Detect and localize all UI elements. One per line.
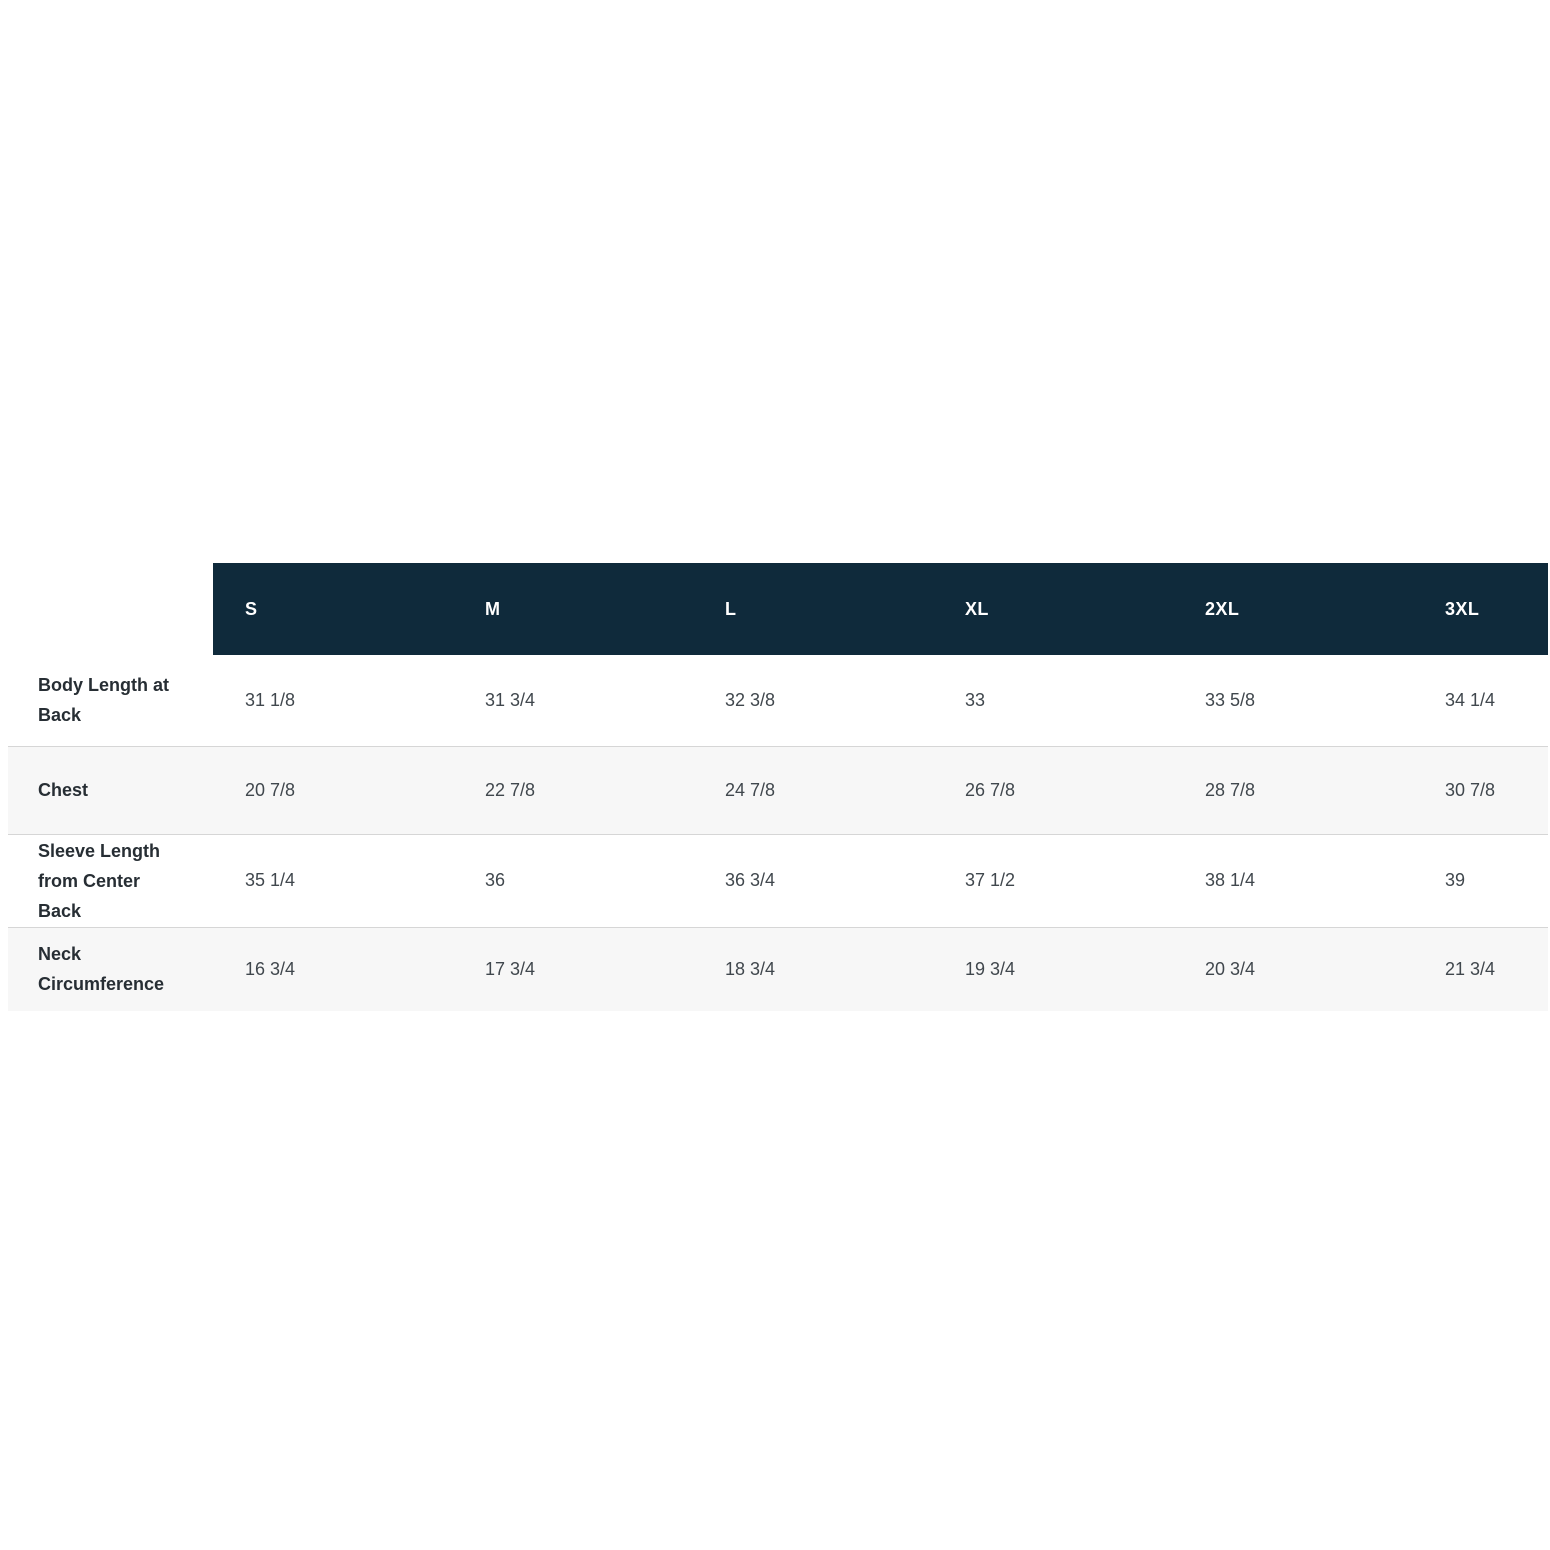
cell-sleeve-length-3xl: 39 <box>1413 833 1548 927</box>
cell-chest-xl: 26 7/8 <box>933 745 1173 834</box>
header-spacer-cell <box>8 563 213 655</box>
cell-neck-circumference-xl: 19 3/4 <box>933 926 1173 1011</box>
table-row-sleeve-length: Sleeve Length from Center Back 35 1/4 36… <box>8 833 1548 927</box>
row-label-chest: Chest <box>8 745 213 834</box>
cell-chest-m: 22 7/8 <box>453 745 693 834</box>
cell-body-length-m: 31 3/4 <box>485 689 536 710</box>
column-header-l: L <box>693 563 933 655</box>
cell-chest-l: 24 7/8 <box>693 745 933 834</box>
size-header-row: S M L XL 2XL 3XL <box>8 563 1548 655</box>
table-row-neck-circumference: Neck Circumference 16 3/4 17 3/4 18 3/4 … <box>8 926 1548 1011</box>
cell-body-length-l: 32 3/8 <box>725 689 776 710</box>
size-chart-table: S M L XL 2XL 3XL Body Length at Back 31 … <box>8 563 1548 1011</box>
column-header-m: M <box>453 563 693 655</box>
cell-sleeve-length-s: 35 1/4 <box>213 833 453 927</box>
cell-neck-circumference-3xl: 21 3/4 <box>1413 926 1548 1011</box>
column-header-s: S <box>213 563 453 655</box>
row-label-body-length: Body Length at Back <box>38 675 169 726</box>
cell-sleeve-length-m: 36 <box>453 833 693 927</box>
column-header-xl: XL <box>933 563 1173 655</box>
cell-body-length-2xl: 33 5/8 <box>1205 689 1256 710</box>
cell-body-length-3xl: 34 1/4 <box>1445 689 1496 710</box>
cell-body-length-s: 31 1/8 <box>245 689 296 710</box>
row-label-neck-circumference: Neck Circumference <box>8 926 213 1011</box>
table-row-body-length: Body Length at Back 31 1/8 31 3/4 32 3/8… <box>8 655 1548 746</box>
cell-neck-circumference-l: 18 3/4 <box>693 926 933 1011</box>
table-row-chest: Chest 20 7/8 22 7/8 24 7/8 26 7/8 28 7/8… <box>8 745 1548 834</box>
cell-neck-circumference-m: 17 3/4 <box>453 926 693 1011</box>
cell-chest-2xl: 28 7/8 <box>1173 745 1413 834</box>
cell-sleeve-length-xl: 37 1/2 <box>933 833 1173 927</box>
row-label-sleeve-length: Sleeve Length from Center Back <box>8 833 213 927</box>
cell-neck-circumference-s: 16 3/4 <box>213 926 453 1011</box>
column-header-3xl: 3XL <box>1413 563 1548 655</box>
size-chart: S M L XL 2XL 3XL Body Length at Back 31 … <box>8 563 1548 1011</box>
cell-chest-s: 20 7/8 <box>213 745 453 834</box>
cell-body-length-xl: 33 <box>965 689 986 710</box>
cell-neck-circumference-2xl: 20 3/4 <box>1173 926 1413 1011</box>
cell-sleeve-length-2xl: 38 1/4 <box>1173 833 1413 927</box>
cell-sleeve-length-l: 36 3/4 <box>693 833 933 927</box>
column-header-2xl: 2XL <box>1173 563 1413 655</box>
cell-chest-3xl: 30 7/8 <box>1413 745 1548 834</box>
